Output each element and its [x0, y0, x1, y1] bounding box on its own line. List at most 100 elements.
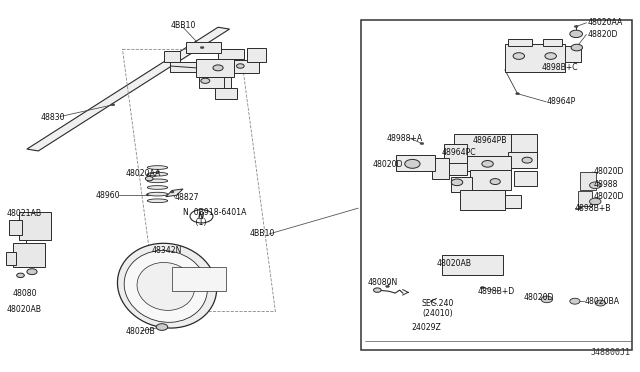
- Bar: [451, 177, 472, 192]
- Bar: [186, 42, 221, 53]
- Circle shape: [545, 298, 548, 301]
- Circle shape: [420, 142, 424, 145]
- Text: SEC.240
(24010): SEC.240 (24010): [422, 299, 454, 318]
- Circle shape: [152, 174, 156, 177]
- Circle shape: [570, 298, 580, 304]
- Text: J48800J1: J48800J1: [591, 347, 631, 357]
- Bar: [215, 88, 237, 99]
- Bar: [580, 172, 596, 190]
- Circle shape: [146, 194, 150, 196]
- Bar: [172, 267, 227, 291]
- Circle shape: [595, 300, 605, 306]
- Bar: [505, 195, 521, 208]
- Text: 48964P: 48964P: [546, 97, 575, 106]
- Bar: [246, 48, 266, 62]
- Circle shape: [589, 198, 601, 205]
- Bar: [196, 59, 234, 77]
- Text: 48020D: 48020D: [594, 192, 625, 201]
- Text: 48020B: 48020B: [125, 327, 156, 336]
- Bar: [508, 152, 537, 167]
- Circle shape: [573, 300, 577, 302]
- Bar: [505, 44, 565, 71]
- Circle shape: [574, 25, 578, 28]
- Circle shape: [170, 191, 174, 193]
- Circle shape: [571, 44, 582, 51]
- Bar: [543, 39, 562, 46]
- Circle shape: [27, 269, 37, 275]
- Bar: [164, 51, 180, 62]
- Text: 48830: 48830: [41, 113, 65, 122]
- Text: 48820D: 48820D: [588, 30, 618, 39]
- Bar: [460, 190, 505, 210]
- Text: 48020D: 48020D: [524, 293, 554, 302]
- Circle shape: [574, 46, 578, 49]
- Text: 48020D: 48020D: [372, 160, 403, 169]
- Ellipse shape: [147, 172, 168, 176]
- Bar: [578, 191, 592, 206]
- Circle shape: [586, 188, 589, 190]
- Text: N: N: [198, 212, 204, 221]
- Circle shape: [586, 176, 589, 178]
- Bar: [442, 255, 503, 275]
- Bar: [454, 134, 511, 157]
- Ellipse shape: [147, 192, 168, 196]
- Circle shape: [513, 53, 525, 60]
- Bar: [170, 62, 196, 71]
- Circle shape: [589, 182, 601, 189]
- Circle shape: [490, 179, 500, 185]
- Text: 48020D: 48020D: [594, 167, 625, 176]
- Text: 4898B+B: 4898B+B: [575, 203, 611, 213]
- Polygon shape: [27, 27, 230, 151]
- Circle shape: [156, 324, 168, 330]
- Bar: [396, 155, 435, 171]
- Circle shape: [145, 176, 153, 181]
- Circle shape: [522, 157, 532, 163]
- Circle shape: [451, 179, 463, 186]
- Circle shape: [578, 207, 582, 209]
- Bar: [511, 134, 537, 153]
- Circle shape: [213, 65, 223, 71]
- Circle shape: [17, 273, 24, 278]
- Text: 48021AB: 48021AB: [6, 209, 42, 218]
- Bar: [218, 49, 244, 59]
- Circle shape: [586, 200, 589, 202]
- Circle shape: [545, 53, 556, 60]
- Ellipse shape: [147, 199, 168, 203]
- Bar: [444, 144, 467, 164]
- Text: 48960: 48960: [96, 191, 120, 200]
- Text: N  0B918-6401A
     (1): N 0B918-6401A (1): [183, 208, 246, 227]
- Circle shape: [570, 30, 582, 38]
- Bar: [362, 20, 632, 350]
- Text: 48827: 48827: [175, 193, 199, 202]
- Circle shape: [374, 288, 381, 292]
- Text: 48988+A: 48988+A: [387, 134, 423, 142]
- Text: 48020AA: 48020AA: [125, 169, 161, 177]
- Circle shape: [237, 64, 244, 68]
- Circle shape: [404, 163, 408, 165]
- Ellipse shape: [137, 263, 195, 310]
- Circle shape: [482, 161, 493, 167]
- Bar: [13, 243, 45, 267]
- Text: 48342N: 48342N: [151, 246, 182, 255]
- Circle shape: [170, 270, 174, 273]
- Text: 48020AB: 48020AB: [6, 305, 42, 314]
- Bar: [431, 158, 449, 179]
- Bar: [508, 39, 532, 46]
- Bar: [19, 212, 51, 240]
- Text: 4898B+C: 4898B+C: [541, 63, 579, 72]
- Circle shape: [541, 296, 552, 303]
- Text: 48020AA: 48020AA: [588, 18, 623, 27]
- Circle shape: [26, 225, 30, 228]
- Text: 24029Z: 24029Z: [411, 323, 441, 331]
- Bar: [470, 170, 511, 190]
- Circle shape: [516, 93, 520, 95]
- Ellipse shape: [147, 179, 168, 183]
- Circle shape: [489, 148, 493, 150]
- Circle shape: [111, 104, 115, 106]
- Circle shape: [481, 286, 484, 289]
- Text: 48988: 48988: [594, 180, 618, 189]
- Text: 48020BA: 48020BA: [584, 297, 620, 306]
- Text: 48964PC: 48964PC: [441, 148, 476, 157]
- Bar: [463, 156, 511, 171]
- Bar: [515, 171, 537, 186]
